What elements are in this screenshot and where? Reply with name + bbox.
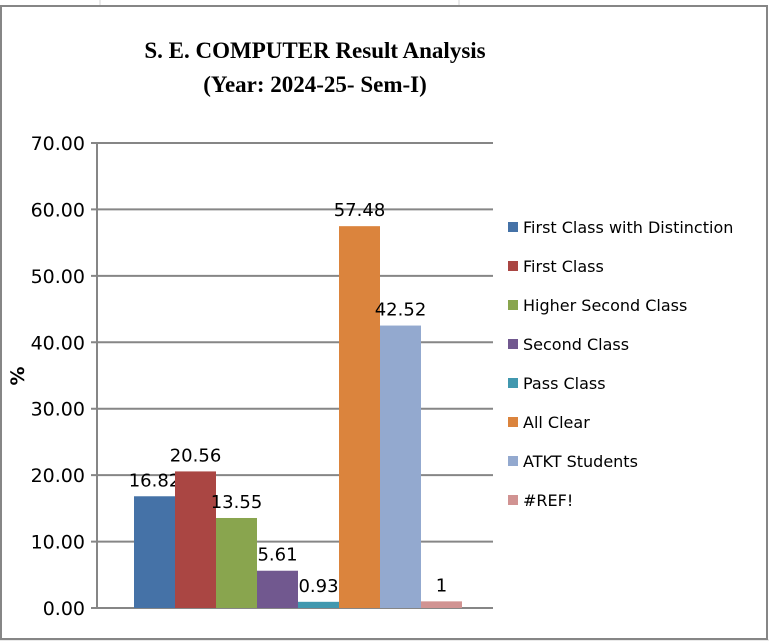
y-tick-label: 30.00: [31, 399, 85, 421]
legend-swatch: [508, 222, 518, 232]
data-label: 16.82: [129, 470, 181, 491]
legend-swatch: [508, 456, 518, 466]
bar-5: [339, 226, 380, 608]
bar-3: [257, 570, 298, 608]
legend-label: ATKT Students: [523, 452, 638, 471]
legend-label: #REF!: [523, 491, 573, 510]
data-label: 1: [436, 575, 447, 596]
bar-2: [216, 517, 257, 608]
y-tick-label: 70.00: [31, 133, 85, 155]
y-tick-label: 60.00: [31, 199, 85, 221]
data-label: 0.93: [298, 576, 338, 597]
data-label: 42.52: [375, 300, 427, 321]
legend-label: First Class: [523, 257, 604, 276]
data-label: 5.61: [257, 545, 297, 566]
legend-swatch: [508, 261, 518, 271]
data-label: 57.48: [334, 200, 386, 221]
data-label: 13.55: [211, 492, 263, 513]
y-tick-label: 40.00: [31, 332, 85, 354]
legend-label: First Class with Distinction: [523, 218, 733, 237]
data-label: 20.56: [170, 445, 222, 466]
y-tick-label: 0.00: [43, 598, 85, 620]
legend-label: Second Class: [523, 335, 629, 354]
bar-6: [380, 325, 421, 608]
y-tick-label: 20.00: [31, 465, 85, 487]
bar-0: [134, 496, 175, 608]
bar-1: [175, 471, 216, 608]
legend-swatch: [508, 339, 518, 349]
legend-swatch: [508, 495, 518, 505]
chart-title: S. E. COMPUTER Result Analysis: [144, 38, 486, 63]
y-tick-label: 10.00: [31, 532, 85, 554]
y-tick-label: 50.00: [31, 266, 85, 288]
legend-label: All Clear: [523, 413, 590, 432]
legend-swatch: [508, 300, 518, 310]
legend-swatch: [508, 417, 518, 427]
chart-subtitle: (Year: 2024-25- Sem-I): [203, 72, 427, 97]
legend-label: Higher Second Class: [523, 296, 687, 315]
legend-swatch: [508, 378, 518, 388]
y-axis-label: %: [7, 366, 29, 385]
bar-4: [298, 601, 339, 608]
legend-label: Pass Class: [523, 374, 606, 393]
bar-7: [421, 601, 462, 608]
